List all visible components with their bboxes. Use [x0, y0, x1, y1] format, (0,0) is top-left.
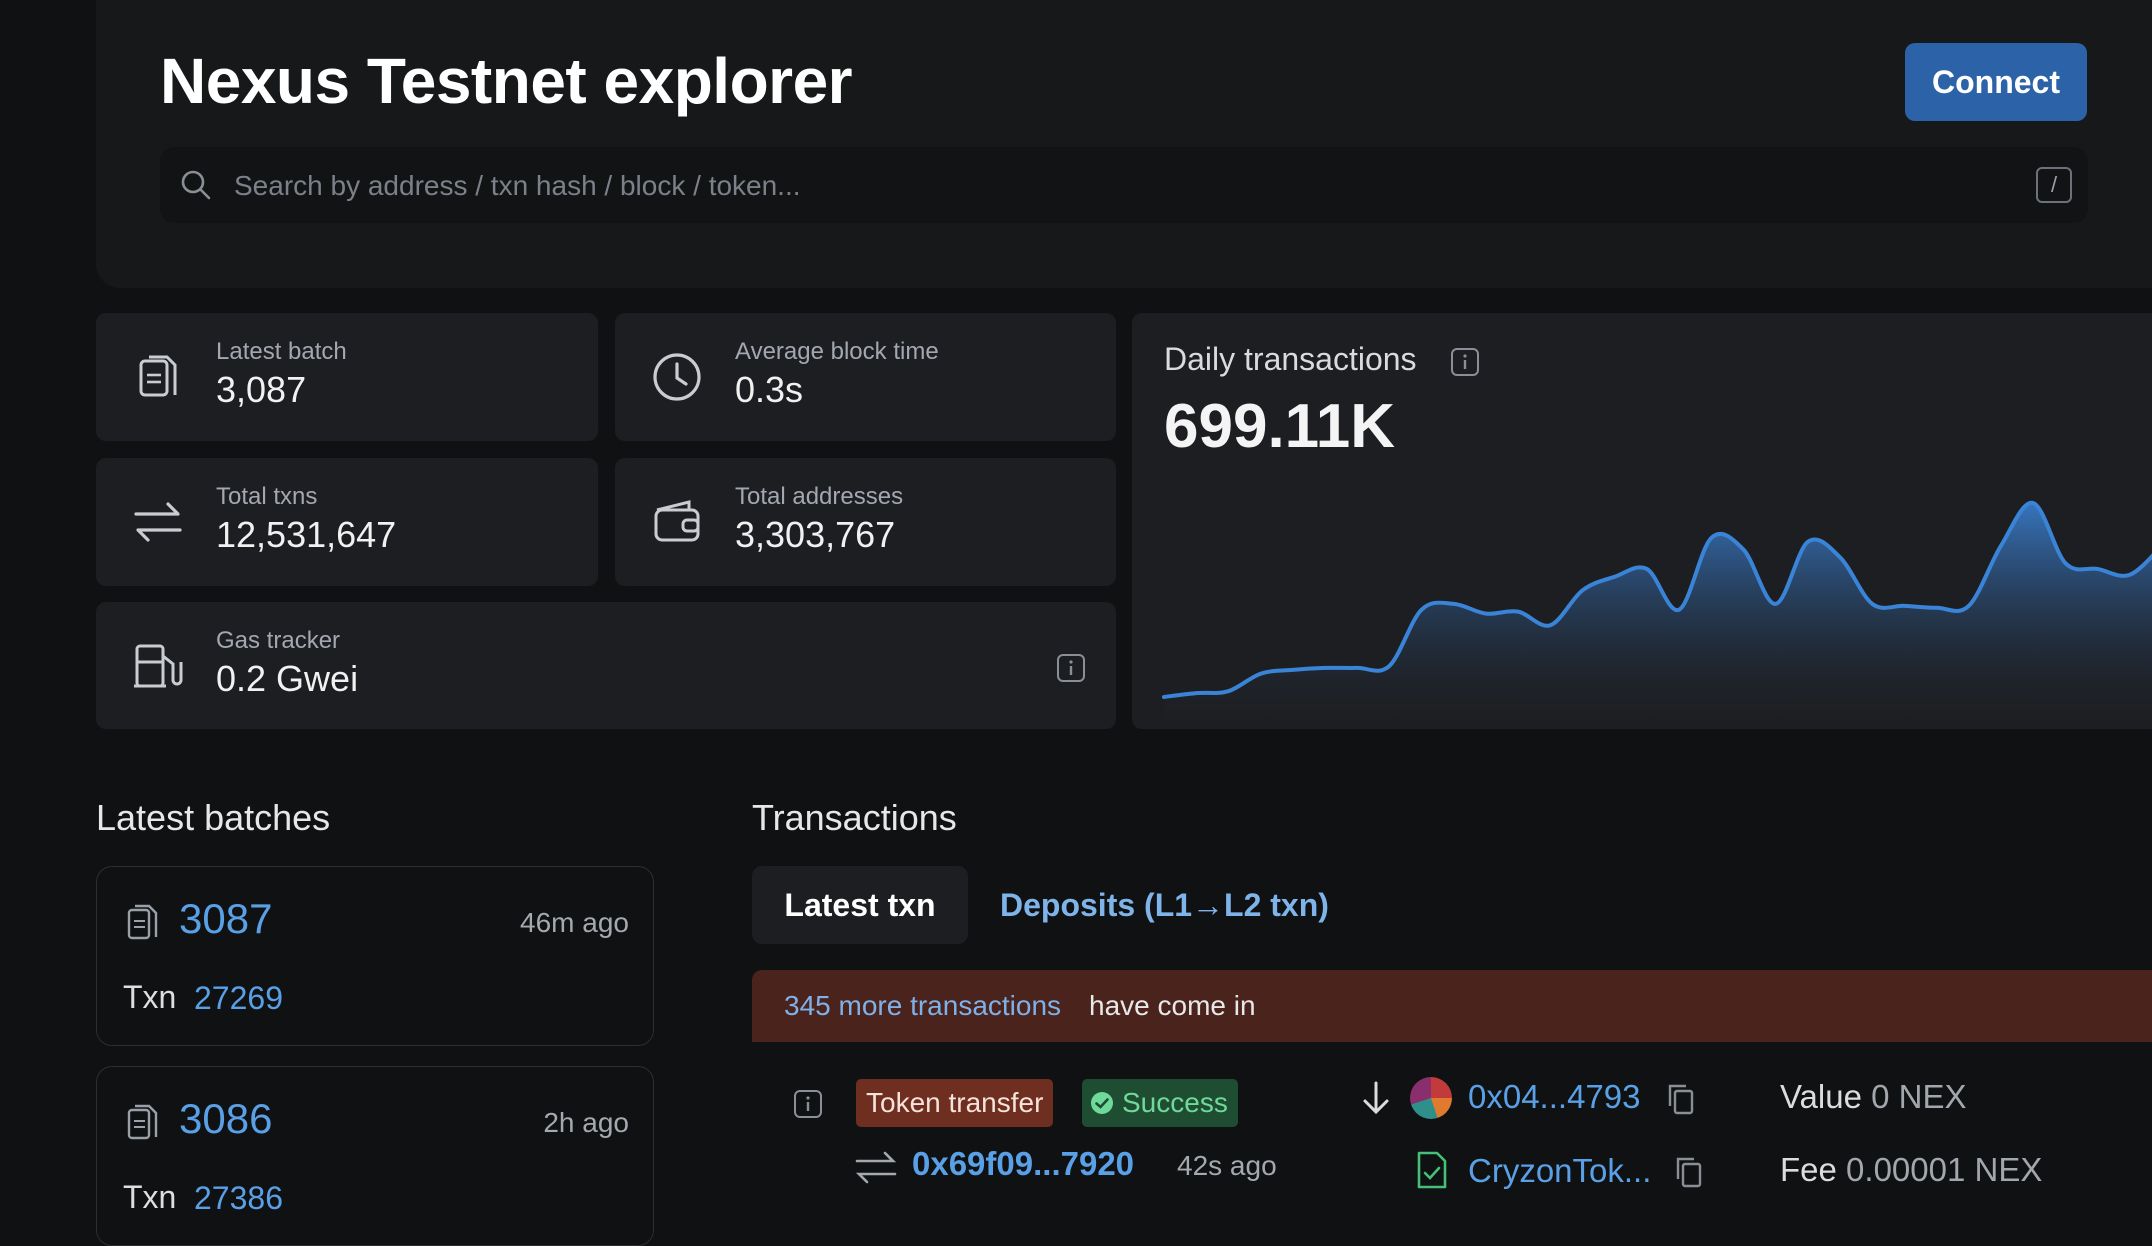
batch-age: 2h ago	[543, 1107, 629, 1138]
batch-txn-count-link[interactable]: 27269	[194, 980, 283, 1016]
clock-icon	[653, 353, 701, 401]
value-label: Value	[1780, 1078, 1862, 1115]
tx-value: Value 0 NEX	[1780, 1078, 1967, 1116]
hero-panel	[96, 0, 2152, 288]
tab-latest-txn[interactable]: Latest txn	[752, 866, 968, 944]
banner-text: have come in	[1089, 990, 1256, 1021]
chart-area	[1164, 502, 2152, 729]
fee-amount: 0.00001 NEX	[1846, 1151, 2043, 1188]
info-icon[interactable]	[1450, 347, 1480, 377]
transfer-arrows-icon	[855, 1151, 897, 1184]
page-title: Nexus Testnet explorer	[160, 45, 853, 117]
shortcut-key-hint: /	[2036, 167, 2072, 203]
transfer-arrows-icon	[134, 502, 182, 542]
search-icon	[181, 170, 211, 200]
stat-value: 12,531,647	[216, 514, 397, 555]
batch-txn-label: Txn	[123, 979, 177, 1015]
from-address-link[interactable]: 0x04...4793	[1468, 1078, 1641, 1115]
check-circle-icon	[1091, 1092, 1113, 1114]
batch-icon	[139, 355, 177, 397]
batch-txn-count-link[interactable]: 27386	[194, 1180, 283, 1216]
batch-number-link[interactable]: 3086	[179, 1095, 273, 1142]
status-badge: Success	[1082, 1079, 1238, 1127]
token-contract-link[interactable]: CryzonTok...	[1468, 1152, 1652, 1189]
stat-latest-batch: Latest batch 3,087	[96, 313, 598, 441]
copy-icon[interactable]	[1666, 1082, 1696, 1116]
stat-value: 0.3s	[735, 369, 804, 410]
info-icon[interactable]	[793, 1089, 823, 1119]
connect-button[interactable]: Connect	[1905, 43, 2087, 121]
stat-label: Latest batch	[216, 338, 347, 365]
address-avatar	[1410, 1077, 1452, 1119]
batch-number-link[interactable]: 3087	[179, 895, 273, 942]
stat-total-addresses: Total addresses 3,303,767	[615, 458, 1116, 586]
value-amount: 0 NEX	[1871, 1078, 1967, 1115]
chart-value: 699.11K	[1164, 392, 1395, 461]
batch-card[interactable]: 3086 2h ago Txn 27386	[96, 1066, 654, 1246]
status-text: Success	[1122, 1087, 1228, 1118]
tab-deposits[interactable]: Deposits (L1→L2 txn)	[1000, 887, 1329, 923]
chart-line	[1162, 500, 2152, 699]
daily-transactions-card[interactable]: Daily transactions 699.11K	[1132, 313, 2152, 729]
stat-label: Total txns	[216, 483, 318, 510]
batch-card[interactable]: 3087 46m ago Txn 27269	[96, 866, 654, 1046]
transactions-title: Transactions	[752, 797, 957, 838]
fee-label: Fee	[1780, 1151, 1837, 1188]
tx-type-tag: Token transfer	[856, 1079, 1054, 1127]
search-input[interactable]	[232, 159, 1956, 213]
stat-gas-tracker: Gas tracker 0.2 Gwei	[96, 602, 1116, 729]
more-transactions-link[interactable]: 345 more transactions	[784, 990, 1062, 1021]
new-transactions-banner: 345 more transactions have come in	[752, 970, 2152, 1042]
tx-age: 42s ago	[1177, 1150, 1277, 1181]
contract-verified-icon	[1417, 1151, 1447, 1189]
batch-icon	[127, 1104, 158, 1140]
stat-value: 0.2 Gwei	[216, 658, 359, 699]
stat-label: Average block time	[735, 338, 939, 365]
batch-icon	[127, 904, 158, 940]
stat-value: 3,087	[216, 369, 307, 410]
latest-batches-title: Latest batches	[96, 797, 331, 838]
arrow-down-icon	[1363, 1081, 1389, 1115]
stat-total-txns: Total txns 12,531,647	[96, 458, 598, 586]
gas-pump-icon	[134, 644, 183, 688]
daily-transactions-chart	[1162, 500, 2152, 729]
copy-icon[interactable]	[1674, 1155, 1704, 1189]
chart-title: Daily transactions	[1164, 341, 1417, 377]
wallet-icon	[654, 500, 700, 542]
stat-average-block-time: Average block time 0.3s	[615, 313, 1116, 441]
batch-age: 46m ago	[520, 907, 629, 938]
tx-fee: Fee 0.00001 NEX	[1780, 1151, 2042, 1189]
search-bar[interactable]: /	[160, 147, 2088, 223]
stat-value: 3,303,767	[735, 514, 896, 555]
stat-label: Gas tracker	[216, 627, 341, 654]
info-icon[interactable]	[1056, 653, 1086, 683]
tx-hash-link[interactable]: 0x69f09...7920	[912, 1145, 1135, 1182]
batch-txn-label: Txn	[123, 1179, 177, 1215]
stat-label: Total addresses	[735, 483, 904, 510]
